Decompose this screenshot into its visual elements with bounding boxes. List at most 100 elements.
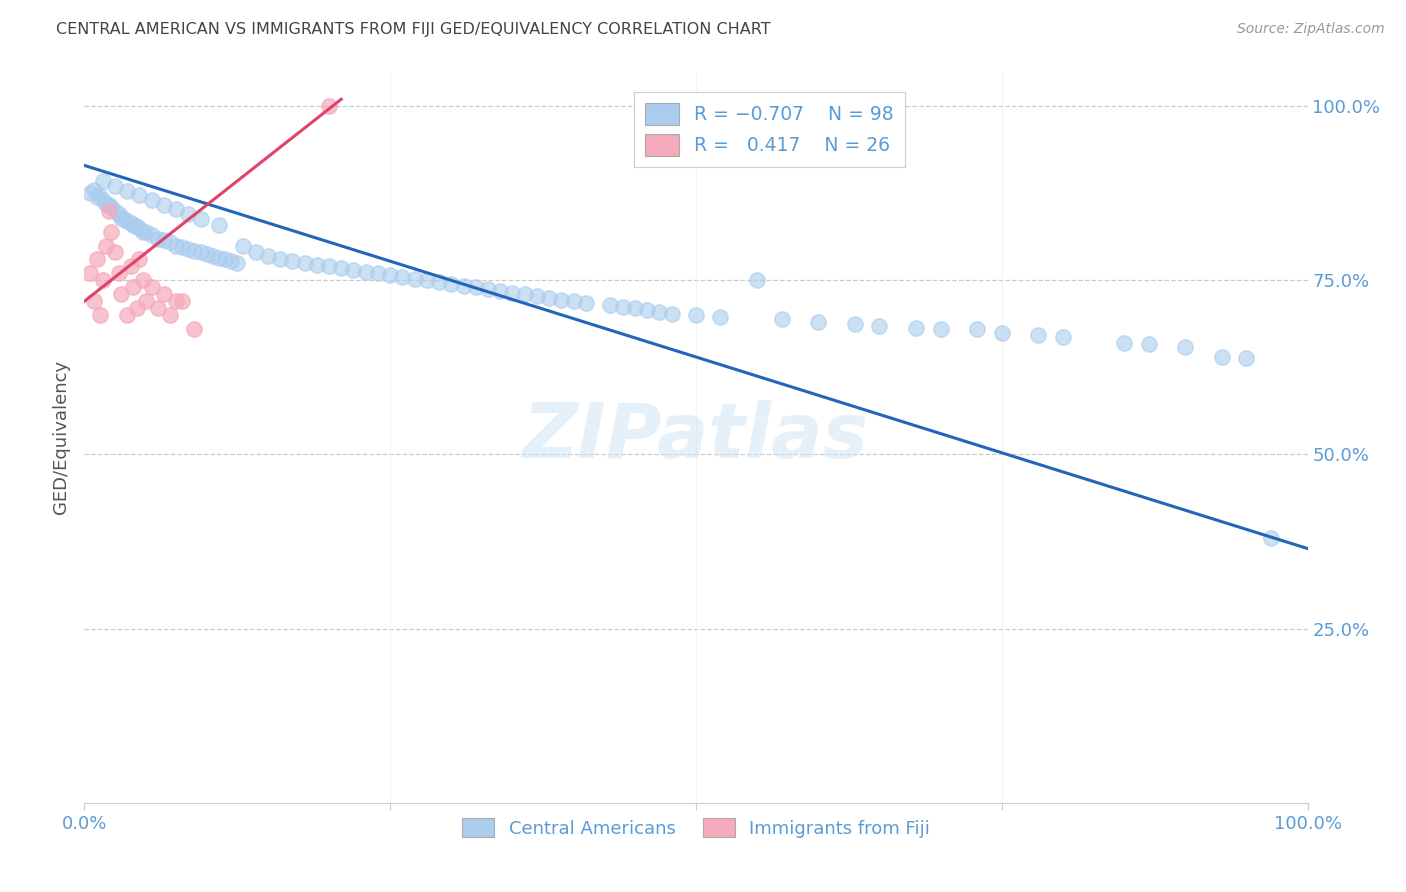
Point [208,251,231,265]
Point [380,268,402,282]
Point [195,247,218,261]
Point [165,202,187,217]
Point [966,322,988,336]
Point [104,179,127,194]
Point [177,242,200,256]
Legend: Central Americans, Immigrants from Fiji: Central Americans, Immigrants from Fiji [454,811,938,845]
Text: ZIPatlas: ZIPatlas [523,401,869,474]
Point [125,219,148,233]
Point [97,198,120,212]
Point [146,231,169,245]
Point [305,258,328,272]
Point [125,301,148,316]
Point [97,203,120,218]
Point [550,293,572,307]
Point [153,287,176,301]
Text: CENTRAL AMERICAN VS IMMIGRANTS FROM FIJI GED/EQUIVALENCY CORRELATION CHART: CENTRAL AMERICAN VS IMMIGRANTS FROM FIJI… [56,22,770,37]
Point [159,235,181,249]
Point [905,320,928,334]
Point [685,308,707,322]
Point [991,326,1014,340]
Point [183,322,205,336]
Point [110,211,132,225]
Point [257,249,280,263]
Point [562,294,585,309]
Point [747,273,769,287]
Point [141,193,163,207]
Point [354,265,377,279]
Point [172,240,194,254]
Point [91,174,114,188]
Point [132,273,155,287]
Point [513,287,536,301]
Point [661,307,683,321]
Point [100,225,122,239]
Point [107,266,129,280]
Point [120,260,142,274]
Point [807,315,830,329]
Point [87,188,110,202]
Point [318,99,340,113]
Point [89,308,111,322]
Point [91,193,114,207]
Point [115,308,138,322]
Point [330,260,353,275]
Point [153,233,176,247]
Point [624,301,647,316]
Point [245,245,267,260]
Point [83,183,105,197]
Point [636,302,658,317]
Point [1236,351,1258,366]
Point [120,215,142,229]
Point [427,275,450,289]
Point [612,300,634,314]
Point [1174,339,1197,353]
Point [770,311,793,326]
Point [141,280,163,294]
Point [575,295,598,310]
Point [281,253,304,268]
Point [183,244,205,258]
Point [1028,327,1050,342]
Y-axis label: GED/Equivalency: GED/Equivalency [52,360,70,514]
Point [132,225,155,239]
Point [86,252,108,267]
Point [367,266,389,280]
Point [489,284,512,298]
Point [172,294,194,309]
Point [709,310,731,324]
Point [869,318,891,333]
Point [135,294,157,309]
Point [141,228,163,243]
Point [232,238,254,252]
Point [208,218,231,232]
Point [153,198,176,212]
Point [79,266,101,280]
Point [416,273,439,287]
Point [79,186,101,201]
Point [269,252,291,267]
Point [538,291,561,305]
Point [648,304,671,318]
Point [91,273,114,287]
Point [1260,531,1282,545]
Point [104,203,127,218]
Point [201,249,224,263]
Point [190,245,212,260]
Point [122,280,145,294]
Point [165,238,187,252]
Point [1211,350,1233,364]
Point [219,253,242,268]
Point [110,287,132,301]
Point [128,252,150,267]
Point [86,190,108,204]
Point [526,288,548,302]
Point [391,269,413,284]
Point [96,196,118,211]
Point [464,280,486,294]
Point [599,298,621,312]
Point [453,279,475,293]
Point [128,188,150,202]
Point [107,207,129,221]
Point [83,294,105,309]
